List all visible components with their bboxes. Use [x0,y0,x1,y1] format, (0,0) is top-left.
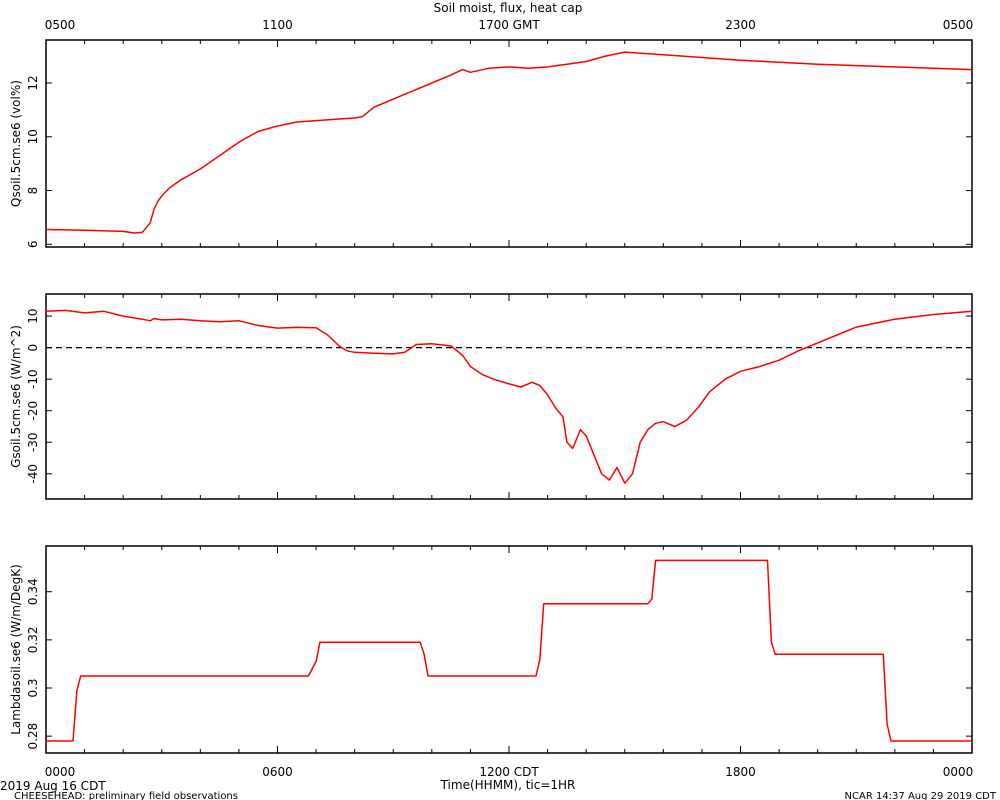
soil-heat-flux-y-tick-label: 10 [26,308,40,323]
project-label: CHEESEHEAD: preliminary field observatio… [14,791,238,800]
top-axis-tick-label: 1100 [262,18,293,32]
x-tick-label: 0000 [943,765,974,779]
soil-heat-flux-y-tick-label: -10 [26,369,40,389]
chart-title: Soil moist, flux, heat cap [434,1,583,15]
credit-label: NCAR 14:37 Aug 29 2019 CDT [845,791,997,800]
soil-moisture-y-tick-label: 12 [26,75,40,90]
thermal-conductivity-series-line [46,559,972,742]
x-tick-label: 0000 [45,765,76,779]
thermal-conductivity-y-tick-label: 0.3 [26,678,40,697]
soil-heat-flux-y-tick-label: -20 [26,401,40,421]
x-axis-label: Time(HHMM), tic=1HR [440,778,576,792]
soil-heat-flux-series-line [45,309,973,484]
top-axis-tick-label: 1700 GMT [478,18,540,32]
soil-moisture-y-tick-label: 10 [26,129,40,144]
thermal-conductivity-y-tick-label: 0.28 [26,723,40,750]
soil-moisture-frame [45,39,973,248]
thermal-conductivity-y-tick-label: 0.32 [26,627,40,654]
x-tick-label: 1800 [725,765,756,779]
soil-heat-flux-y-axis-label: Gsoil.5cm.se6 (W/m^2) [9,325,23,468]
soil-moisture-y-tick-label: 6 [26,240,40,248]
soil-moisture-series-line [45,51,973,234]
soil-moisture-y-tick-label: 8 [26,187,40,195]
soil-heat-flux-y-tick-label: -30 [26,432,40,452]
thermal-conductivity-y-axis-label: Lambdasoil.se6 (W/m/DegK) [9,564,23,735]
soil-heat-flux-y-tick-label: 0 [26,344,40,352]
soil-moisture-y-axis-label: Qsoil.5cm.se6 (vol%) [9,80,23,207]
date-label: 2019 Aug 16 CDT [0,779,106,793]
top-axis-tick-label: 2300 [725,18,756,32]
x-tick-label: 1200 CDT [479,765,539,779]
thermal-conductivity-y-tick-label: 0.34 [26,578,40,605]
thermal-conductivity-frame [45,545,973,754]
top-axis-tick-label: 0500 [45,18,76,32]
x-tick-label: 0600 [262,765,293,779]
soil-heat-flux-y-tick-label: -40 [26,464,40,484]
soil-heat-flux-frame [45,293,973,500]
top-axis-tick-label: 0500 [943,18,974,32]
